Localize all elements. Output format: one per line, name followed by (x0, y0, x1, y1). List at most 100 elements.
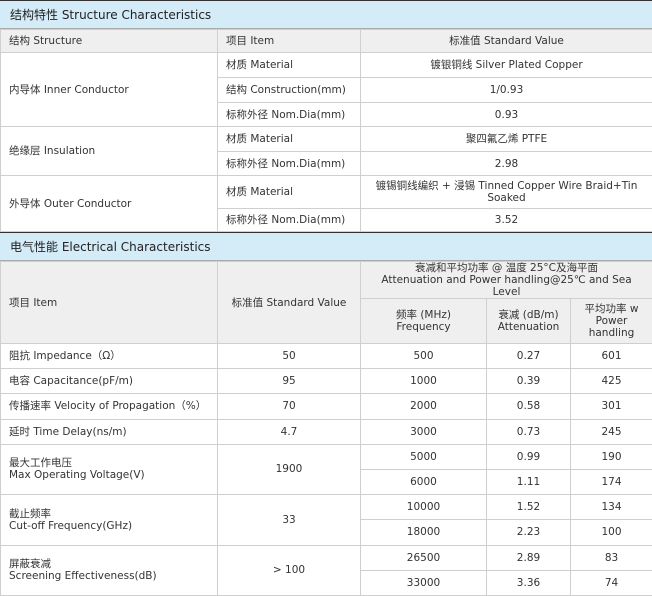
label: Attenuation (495, 321, 562, 333)
param-value: 70 (218, 394, 361, 419)
frequency-cell: 2000 (361, 394, 487, 419)
power-cell: 100 (571, 520, 652, 545)
param-name: 传播速率 Velocity of Propagation（%） (1, 394, 218, 419)
frequency-cell: 10000 (361, 495, 487, 520)
param-value: 4.7 (218, 419, 361, 444)
attenuation-cell: 0.58 (487, 394, 571, 419)
param-name-line: Max Operating Voltage(V) (9, 469, 209, 481)
item-name: 材质 Material (218, 127, 361, 152)
item-value: 聚四氟乙烯 PTFE (361, 127, 652, 152)
label: 频率 (MHz) (369, 309, 478, 321)
power-cell: 245 (571, 419, 652, 444)
header-frequency: 频率 (MHz)Frequency (361, 299, 487, 344)
item-name: 结构 Construction(mm) (218, 78, 361, 103)
item-value: 2.98 (361, 152, 652, 176)
label: Frequency (369, 321, 478, 333)
attenuation-cell: 1.11 (487, 469, 571, 494)
frequency-cell: 500 (361, 344, 487, 369)
param-name-line: 延时 Time Delay(ns/m) (9, 426, 209, 438)
structure-section-title: 结构特性 Structure Characteristics (0, 0, 652, 29)
attenuation-cell: 0.27 (487, 344, 571, 369)
param-name-line: 传播速率 Velocity of Propagation（%） (9, 400, 209, 412)
header-group-en: Attenuation and Power handling@25℃ and S… (369, 274, 644, 298)
item-name: 标称外径 Nom.Dia(mm) (218, 209, 361, 232)
power-cell: 134 (571, 495, 652, 520)
item-value: 镀锡铜线编织 + 浸锡 Tinned Copper Wire Braid+Tin… (361, 176, 652, 209)
label: handling (579, 327, 644, 339)
power-cell: 174 (571, 469, 652, 494)
frequency-cell: 33000 (361, 570, 487, 595)
header-standard-value: 标准值 Standard Value (361, 30, 652, 53)
param-name-line: 阻抗 Impedance（Ω） (9, 350, 209, 362)
power-cell: 425 (571, 369, 652, 394)
header-structure: 结构 Structure (1, 30, 218, 53)
item-name: 标称外径 Nom.Dia(mm) (218, 103, 361, 127)
param-name-line: 屏蔽衰减 (9, 558, 209, 570)
attenuation-cell: 3.36 (487, 570, 571, 595)
power-cell: 190 (571, 444, 652, 469)
power-cell: 601 (571, 344, 652, 369)
item-name: 材质 Material (218, 53, 361, 78)
header-item: 项目 Item (1, 262, 218, 344)
item-name: 材质 Material (218, 176, 361, 209)
attenuation-cell: 2.23 (487, 520, 571, 545)
power-cell: 74 (571, 570, 652, 595)
power-cell: 83 (571, 545, 652, 570)
frequency-cell: 26500 (361, 545, 487, 570)
param-name: 阻抗 Impedance（Ω） (1, 344, 218, 369)
item-value: 3.52 (361, 209, 652, 232)
structure-name: 内导体 Inner Conductor (1, 53, 218, 127)
attenuation-cell: 0.99 (487, 444, 571, 469)
structure-name: 外导体 Outer Conductor (1, 176, 218, 232)
param-value: 1900 (218, 444, 361, 494)
param-value: 50 (218, 344, 361, 369)
param-value: > 100 (218, 545, 361, 595)
frequency-cell: 5000 (361, 444, 487, 469)
header-group-cn: 衰减和平均功率 @ 温度 25°C及海平面 (369, 262, 644, 274)
param-name-line: Cut-off Frequency(GHz) (9, 520, 209, 532)
header-item: 项目 Item (218, 30, 361, 53)
structure-table: 结构 Structure 项目 Item 标准值 Standard Value … (0, 29, 652, 232)
param-name-line: Screening Effectiveness(dB) (9, 570, 209, 582)
electrical-table: 项目 Item 标准值 Standard Value 衰减和平均功率 @ 温度 … (0, 261, 652, 596)
frequency-cell: 18000 (361, 520, 487, 545)
item-value: 0.93 (361, 103, 652, 127)
param-name-line: 最大工作电压 (9, 457, 209, 469)
label: 衰减 (dB/m) (495, 309, 562, 321)
attenuation-cell: 2.89 (487, 545, 571, 570)
param-name-line: 截止频率 (9, 508, 209, 520)
electrical-section-title: 电气性能 Electrical Characteristics (0, 232, 652, 261)
param-name-line: 电容 Capacitance(pF/m) (9, 375, 209, 387)
item-value: 镀银铜线 Silver Plated Copper (361, 53, 652, 78)
label: Power (579, 315, 644, 327)
power-cell: 301 (571, 394, 652, 419)
header-attenuation: 衰减 (dB/m)Attenuation (487, 299, 571, 344)
item-value: 1/0.93 (361, 78, 652, 103)
label: 平均功率 w (579, 303, 644, 315)
frequency-cell: 3000 (361, 419, 487, 444)
frequency-cell: 1000 (361, 369, 487, 394)
param-value: 33 (218, 495, 361, 545)
attenuation-cell: 0.73 (487, 419, 571, 444)
param-value: 95 (218, 369, 361, 394)
item-name: 标称外径 Nom.Dia(mm) (218, 152, 361, 176)
attenuation-cell: 0.39 (487, 369, 571, 394)
attenuation-cell: 1.52 (487, 495, 571, 520)
param-name: 电容 Capacitance(pF/m) (1, 369, 218, 394)
header-standard-value: 标准值 Standard Value (218, 262, 361, 344)
structure-name: 绝缘层 Insulation (1, 127, 218, 176)
